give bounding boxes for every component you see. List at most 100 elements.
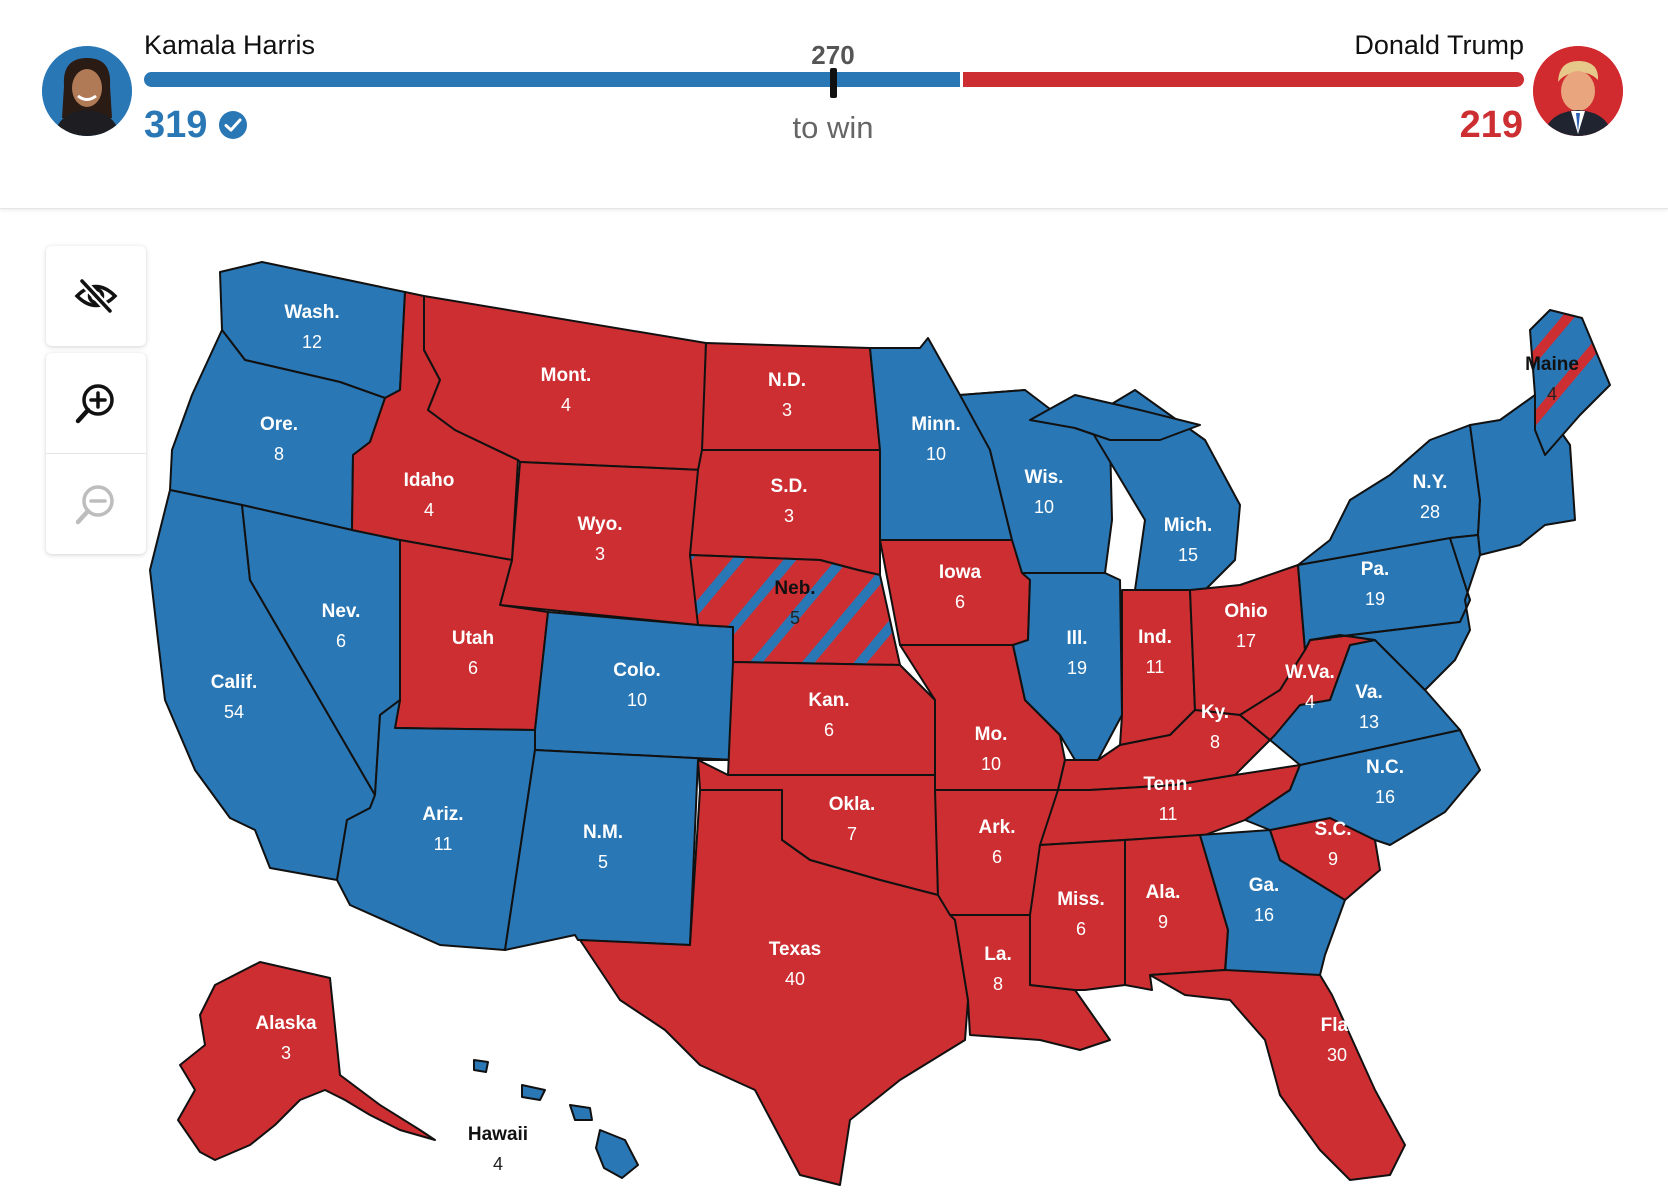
state-name-mn: Minn. [911,414,961,435]
zoom-out-button[interactable] [46,454,146,554]
state-ev-nc: 16 [1375,787,1395,807]
state-ev-sd: 3 [784,506,794,526]
state-ev-al: 9 [1158,912,1168,932]
state-nc[interactable] [1244,729,1481,846]
state-az[interactable] [336,699,536,951]
state-ev-ca: 54 [224,702,244,722]
check-icon [219,111,247,139]
state-ev-mn: 10 [926,444,946,464]
state-name-oh: Ohio [1224,601,1267,622]
state-ev-la: 8 [993,974,1003,994]
state-name-wv: W.Va. [1285,662,1335,683]
state-ev-mi: 15 [1178,545,1198,565]
state-nd[interactable] [701,342,881,451]
state-ev-ak: 3 [281,1043,291,1063]
state-tx[interactable] [579,789,969,1186]
state-region-de_md_nj[interactable] [1309,534,1481,691]
zoom-in-icon [75,384,114,424]
state-name-tx: Texas [769,939,821,960]
state-name-nd: N.D. [768,370,806,391]
state-hi-part2[interactable] [521,1084,546,1101]
state-name-ca: Calif. [211,672,257,693]
state-ev-az: 11 [434,834,453,854]
state-wy[interactable] [499,461,703,626]
state-name-ar: Ark. [979,817,1016,838]
state-name-az: Ariz. [422,804,463,825]
state-hi-part3[interactable] [473,1059,489,1073]
state-ev-wv: 4 [1305,692,1315,712]
threshold-value: 270 [811,40,855,70]
state-ev-sc: 9 [1328,849,1338,869]
state-ev-co: 10 [627,690,647,710]
eye-slash-icon [74,278,118,314]
scoreboard-header: Kamala Harris 319 270 to win Donald Trum… [0,0,1668,209]
state-ev-tx: 40 [785,969,805,989]
trump-avatar [1533,46,1623,136]
state-mi-part1[interactable] [1029,394,1201,441]
state-ev-fl: 30 [1327,1045,1347,1065]
state-ev-in: 11 [1146,657,1165,677]
state-ev-ky: 8 [1210,732,1220,752]
state-me[interactable] [1529,309,1611,456]
state-ev-mt: 4 [561,395,571,415]
state-ev-il: 19 [1067,658,1087,678]
state-hi[interactable] [595,1129,639,1179]
state-name-or: Ore. [260,414,298,435]
controls-divider [46,453,146,454]
state-ev-ia: 6 [955,592,965,612]
dem-vote-bar [144,72,960,87]
state-name-ok: Okla. [829,794,875,815]
state-name-wa: Wash. [284,302,339,323]
state-ev-ga: 16 [1254,905,1274,925]
state-ev-nm: 5 [598,852,608,872]
state-ev-ny: 28 [1420,502,1440,522]
state-ak[interactable] [177,961,436,1161]
state-ev-va: 13 [1359,712,1379,732]
state-name-co: Colo. [613,660,661,681]
state-ev-nd: 3 [782,400,792,420]
state-fl[interactable] [1149,969,1406,1181]
state-ev-hi: 4 [493,1154,503,1174]
state-ev-ms: 6 [1076,919,1086,939]
state-ev-ar: 6 [992,847,1002,867]
zoom-in-button[interactable] [46,353,146,453]
dem-electoral-votes: 319 [144,104,208,146]
state-name-nc: N.C. [1366,757,1404,778]
state-ms[interactable] [1029,839,1126,991]
toggle-controls [46,246,146,346]
state-name-ms: Miss. [1057,889,1105,910]
rep-electoral-votes: 219 [1459,104,1523,146]
state-name-wi: Wis. [1025,467,1064,488]
state-ev-ok: 7 [847,824,857,844]
state-name-il: Ill. [1066,628,1087,649]
state-name-in: Ind. [1138,627,1172,648]
rep-vote-bar [963,72,1524,87]
state-name-ky: Ky. [1201,702,1229,723]
state-name-wy: Wyo. [577,514,622,535]
state-name-nv: Nev. [322,601,361,622]
state-name-mo: Mo. [975,724,1008,745]
state-name-ut: Utah [452,628,494,649]
state-name-fl: Fla. [1321,1015,1354,1036]
threshold-label: to win [792,110,874,145]
state-il[interactable] [1012,572,1123,761]
state-name-al: Ala. [1146,882,1181,903]
state-ev-id: 4 [424,500,434,520]
state-name-ia: Iowa [939,562,982,583]
threshold-marker [830,68,837,98]
state-ev-tn: 11 [1159,804,1178,824]
state-name-pa: Pa. [1361,559,1390,580]
state-ev-nv: 6 [336,631,346,651]
state-ev-ut: 6 [468,658,478,678]
hide-labels-button[interactable] [46,246,146,346]
state-name-ak: Alaska [255,1013,317,1034]
state-name-ny: N.Y. [1413,472,1448,493]
state-name-nm: N.M. [583,822,623,843]
state-ev-ne: 5 [790,608,800,628]
state-name-ks: Kan. [808,690,849,711]
state-hi-part1[interactable] [569,1104,593,1121]
state-ks[interactable] [727,661,936,776]
state-co[interactable] [534,611,734,761]
state-name-me: Maine [1525,354,1579,375]
